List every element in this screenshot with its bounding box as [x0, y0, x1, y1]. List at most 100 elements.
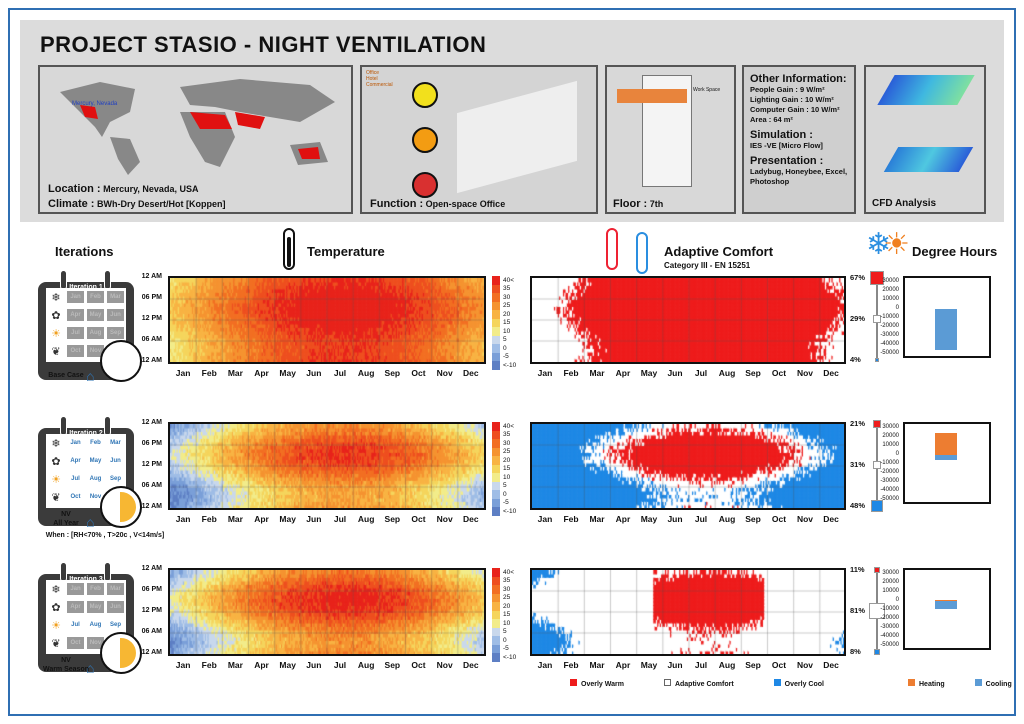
floor-label: Floor : [613, 198, 648, 210]
presentation-value: Ladybug, Honeybee, Excel, Photoshop [750, 167, 848, 186]
scale-label: 25 [503, 594, 511, 602]
site-model [457, 80, 577, 194]
map-marker-label: Mercury, Nevada [72, 101, 118, 107]
scale-label: 40< [503, 422, 515, 430]
month-label: Aug [357, 368, 375, 378]
temperature-heatmap [168, 276, 486, 364]
location-value: Mercury, Nevada, USA [103, 184, 199, 194]
month-cell: May [89, 458, 102, 464]
month-cell: Oct [70, 494, 81, 500]
scale-label: 35 [503, 431, 511, 439]
hour-label: 06 AM [141, 628, 162, 635]
info-panel: Other Information: People Gain : 9 W/m² … [742, 65, 856, 214]
comfort-warm-percent: 21% [850, 419, 866, 428]
season-icon: ✿ [51, 309, 61, 322]
month-cell: Sep [109, 622, 121, 628]
month-label: Apr [254, 368, 269, 378]
other-info-item: Area : 64 m² [750, 115, 793, 124]
month-label: Jul [694, 514, 708, 524]
comfort-heading: Adaptive Comfort [664, 244, 774, 259]
month-label: Oct [411, 514, 426, 524]
y-tick-label: -10000 [880, 314, 899, 320]
season-icon: ❄ [51, 583, 61, 596]
location-label: Location : [48, 183, 101, 195]
world-map [60, 79, 335, 175]
month-axis: Jan Feb Mar Apr May Jun Jul Aug Sep Oct Nov Dec [532, 514, 844, 524]
month-cell: May [87, 601, 104, 613]
iteration-label: Base Case [48, 372, 84, 379]
y-tick-label: -30000 [880, 624, 899, 630]
scale-label: 0 [503, 636, 507, 644]
cooling-bar [935, 455, 957, 461]
iteration-title: Iteration 1 [38, 284, 134, 291]
scale-label: 0 [503, 490, 507, 498]
month-cell: Jun [110, 458, 121, 464]
function-value: Open-space Office [425, 199, 506, 209]
month-cell: Jun [107, 601, 124, 613]
month-label: Dec [463, 368, 479, 378]
comfort-cool-percent: 4% [850, 355, 861, 364]
month-cell: Jan [70, 440, 81, 446]
temperature-heatmap [168, 422, 486, 510]
month-cell: Jan [67, 291, 84, 303]
iteration-label: NV [61, 511, 71, 518]
climate-label: Climate : [48, 198, 95, 210]
scale-label: 10 [503, 619, 511, 627]
heating-bar [935, 600, 957, 602]
month-cell: Mar [110, 440, 121, 446]
cfd-label: CFD Analysis [872, 198, 937, 209]
y-tick-label: -50000 [880, 496, 899, 502]
comfort-comfort-marker [872, 314, 882, 324]
season-icon: ✿ [51, 455, 61, 468]
season-icon: ❦ [51, 345, 61, 358]
temperature-heading: Temperature [307, 244, 385, 259]
month-label: Nov [436, 660, 453, 670]
temperature-heatmap [168, 568, 486, 656]
month-cell: Aug [89, 476, 102, 482]
month-label: Jan [175, 368, 191, 378]
season-icon: ❦ [51, 637, 61, 650]
hour-label: 06 AM [141, 482, 162, 489]
month-label: Apr [615, 368, 631, 378]
month-label: Jun [306, 368, 322, 378]
month-cell: Aug [87, 327, 104, 339]
scale-label: -5 [503, 353, 509, 361]
month-cell: Feb [87, 291, 104, 303]
comfort-warm-marker [869, 270, 885, 286]
scale-label: 40< [503, 568, 515, 576]
month-label: Aug [357, 514, 375, 524]
month-cell: Jul [71, 476, 80, 482]
legend-overly-warm: Overly Warm [570, 679, 624, 688]
temperature-scale: 40< 35 30 25 20 15 10 5 0 -5 <-10 [492, 276, 526, 370]
function-legend-item: Commercial [366, 82, 393, 88]
month-label: May [279, 660, 296, 670]
comfort-comfort-marker [872, 460, 882, 470]
comfort-warm-percent: 67% [850, 273, 866, 282]
y-tick-label: -50000 [880, 642, 899, 648]
season-icon: ❄ [51, 291, 61, 304]
month-cell: Oct [67, 637, 84, 649]
simulation-title: Simulation : [750, 129, 813, 141]
month-label: Mar [589, 514, 605, 524]
month-cell: Nov [87, 345, 104, 357]
legend-heating: Heating [908, 679, 945, 688]
legend-label: Overly Warm [581, 681, 624, 688]
scale-label: 5 [503, 482, 507, 490]
month-cell: Mar [107, 291, 124, 303]
degree-hours-chart: 30000 20000 10000 0 -10000 -20000 -30000 -40000… [880, 568, 991, 650]
month-label: Oct [411, 660, 426, 670]
simulation-value: IES -VE [Micro Flow] [750, 141, 823, 150]
hour-label: 12 AM [141, 273, 162, 280]
month-cell: Feb [87, 583, 104, 595]
function-label: Function : [370, 198, 424, 210]
hour-label: 12 AM [141, 357, 162, 364]
month-label: May [279, 514, 296, 524]
y-tick-label: 20000 [882, 287, 899, 293]
month-label: Feb [563, 514, 579, 524]
comfort-warm-marker [874, 567, 880, 573]
function-legend-item: Hotel [366, 76, 378, 82]
iteration-label: Warm Season [42, 666, 90, 673]
month-label: Jun [306, 514, 322, 524]
cooling-bar [935, 309, 957, 351]
